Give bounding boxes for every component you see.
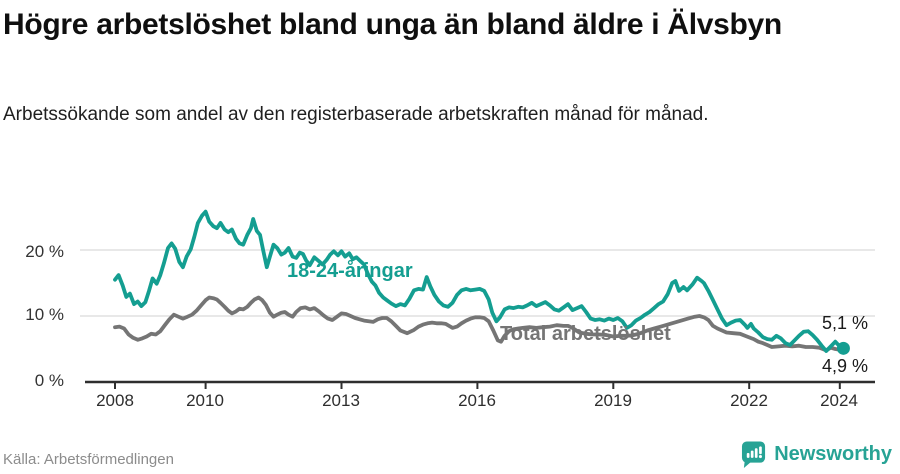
y-axis-tick-label-10: 10 % xyxy=(25,305,64,324)
y-axis-tick-label-0: 0 % xyxy=(34,371,64,390)
series-line-youth-18-24 xyxy=(113,209,846,353)
page-title: Högre arbetslöshet bland unga än bland ä… xyxy=(3,8,782,41)
series-label-total: Total arbetslöshet xyxy=(500,323,671,345)
x-axis-tick-label-2022: 2022 xyxy=(730,391,768,410)
end-value-label-total: 4,9 % xyxy=(821,356,868,376)
brand-name: Newsworthy xyxy=(774,443,892,465)
newsworthy-logo[interactable]: Newsworthy xyxy=(741,440,892,469)
x-axis-tick-label-2013: 2013 xyxy=(322,391,360,410)
x-axis-tick-label-2008: 2008 xyxy=(96,391,134,410)
x-axis-tick-label-2010: 2010 xyxy=(186,391,224,410)
source-note: Källa: Arbetsförmedlingen xyxy=(3,451,174,468)
x-axis-tick-label-2016: 2016 xyxy=(458,391,496,410)
x-axis-tick-label-2019: 2019 xyxy=(594,391,632,410)
y-axis-tick-label-20: 20 % xyxy=(25,242,64,261)
series-line-total xyxy=(113,295,846,353)
end-dot xyxy=(836,341,850,355)
series-label-youth: 18-24-åringar xyxy=(287,260,413,282)
bar-chart-speech-bubble-icon xyxy=(742,441,766,468)
x-axis-tick-label-2024: 2024 xyxy=(820,391,858,410)
chart-subtitle: Arbetssökande som andel av den registerb… xyxy=(3,104,709,125)
end-value-label-youth: 5,1 % xyxy=(821,313,868,333)
